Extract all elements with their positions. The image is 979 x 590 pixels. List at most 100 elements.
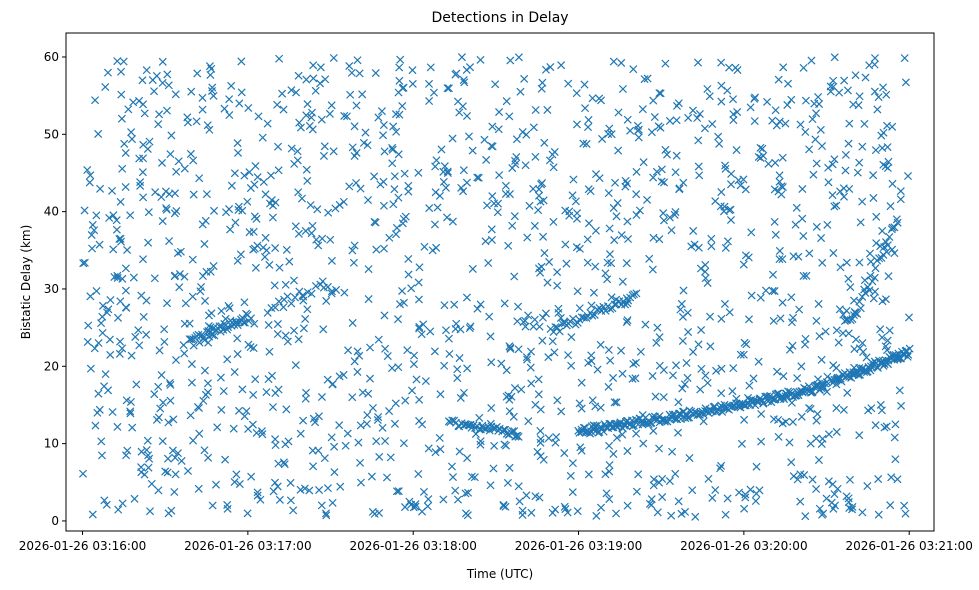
detection-marker [653,508,662,517]
detection-marker [237,88,246,97]
detection-marker [271,303,280,312]
detection-marker [208,331,217,340]
detection-marker [605,467,614,476]
detection-marker [808,115,817,124]
detection-marker [674,497,683,506]
detection-marker [506,56,515,65]
detection-marker [157,192,166,202]
detection-marker [388,364,397,373]
detection-marker [774,432,783,441]
detection-marker [796,120,805,129]
detection-marker [887,473,896,482]
detection-marker [395,63,404,72]
detection-marker [253,488,262,497]
detection-marker [390,419,399,428]
detection-marker [112,216,121,225]
detection-marker [778,153,787,162]
detection-marker [665,213,674,222]
detection-marker [138,255,148,264]
detection-marker [660,178,669,187]
detection-marker [843,388,852,397]
detection-marker [805,249,814,258]
detection-marker [539,232,548,241]
detection-marker [451,70,460,79]
detection-marker [763,97,772,106]
detection-marker [694,243,703,252]
detection-marker [189,436,198,445]
detection-marker [373,415,382,425]
detection-marker [253,491,262,500]
detection-marker [888,122,897,131]
detection-marker [299,416,308,425]
detection-marker [307,229,316,238]
detection-marker [486,481,495,490]
detection-marker [305,121,314,130]
detection-marker [778,255,787,264]
detection-marker [717,314,726,323]
detection-marker [613,199,622,208]
detection-marker [189,190,198,199]
detection-marker [180,319,189,328]
detection-marker [659,393,668,402]
detection-marker [86,171,95,180]
detection-marker [499,501,508,510]
detection-marker [639,158,648,167]
detection-marker [639,439,648,448]
detection-marker [419,320,428,329]
detection-marker [187,378,196,387]
detection-marker [591,402,600,411]
detection-marker [461,489,470,498]
detection-marker [119,57,128,66]
detection-marker [356,421,365,430]
detection-marker [905,344,914,353]
detection-marker [342,112,351,121]
detection-marker [586,187,595,196]
detection-marker [520,74,529,83]
detection-marker [779,372,788,381]
detection-marker [294,71,303,80]
detection-marker [511,160,520,169]
detection-marker [821,327,830,336]
detection-marker [826,87,835,96]
detection-marker [230,477,239,487]
detection-marker [737,439,746,448]
detection-marker [407,284,416,293]
detection-marker [415,263,424,272]
detection-marker [736,350,745,359]
detection-marker [319,151,328,160]
detection-marker [362,419,371,428]
detection-marker [815,332,824,341]
detection-marker [494,199,503,208]
detection-marker [443,84,452,93]
detection-marker [715,139,724,148]
detection-marker [573,287,582,296]
detection-marker [617,58,626,67]
detection-marker [856,218,865,227]
detection-marker [372,437,381,446]
detection-marker [301,314,310,323]
detection-marker [389,122,398,131]
detection-marker [534,206,543,215]
detection-marker [450,300,459,309]
detection-marker [126,409,135,418]
detection-marker [171,470,180,479]
detection-marker [717,188,726,197]
detection-marker [159,398,168,407]
detection-marker [818,141,827,151]
detection-marker [239,318,248,327]
detection-marker [896,187,905,196]
detection-marker [771,106,780,115]
detection-marker [193,402,202,412]
detection-marker [549,217,558,226]
detection-marker [354,438,363,447]
detection-marker [883,163,892,173]
detection-marker [828,191,837,200]
detection-marker [583,235,592,244]
detection-marker [609,57,618,66]
detection-marker [339,197,348,206]
detection-marker [456,393,465,402]
detection-marker [244,103,253,112]
detection-marker [174,157,183,166]
detection-marker [516,87,525,96]
detection-marker [462,178,471,187]
